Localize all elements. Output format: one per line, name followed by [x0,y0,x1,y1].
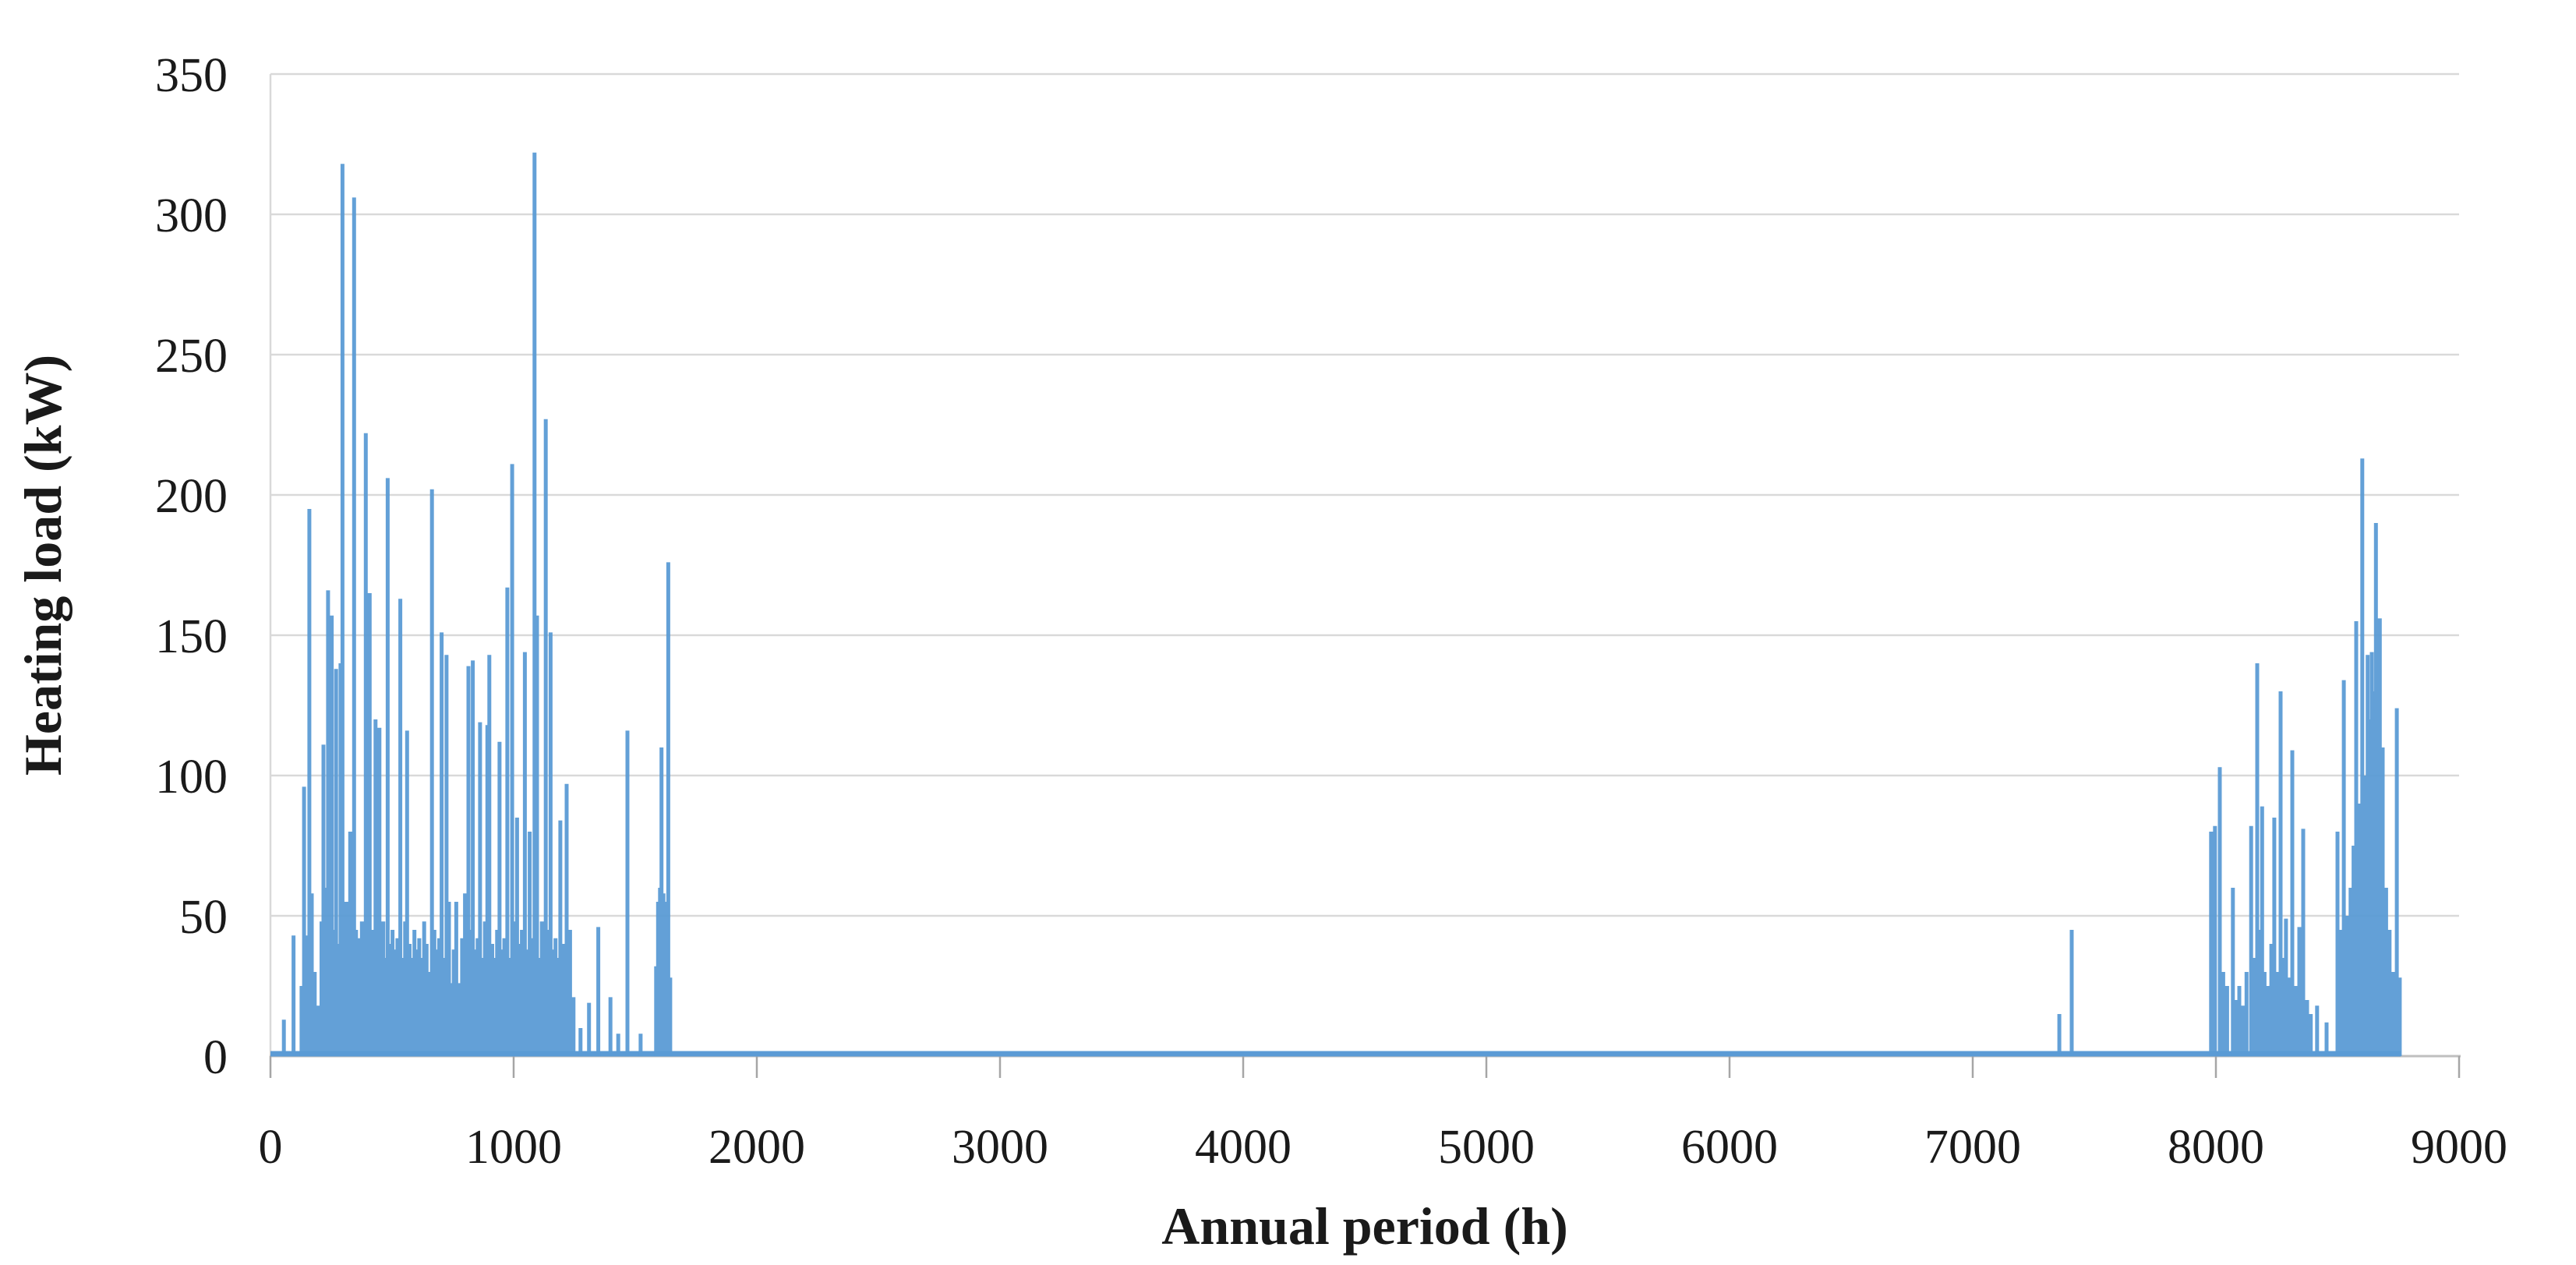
x-tick-label: 0 [259,1121,283,1174]
x-tick-label: 1000 [465,1121,562,1174]
x-tick-label: 4000 [1195,1121,1292,1174]
y-tick-label: 300 [155,189,228,242]
heating-load-series [270,152,2402,1057]
y-tick-label: 50 [179,891,228,944]
x-tick-label: 5000 [1438,1121,1535,1174]
y-tick-label: 200 [155,470,228,523]
x-tick-label: 8000 [2168,1121,2264,1174]
x-tick-label: 2000 [708,1121,805,1174]
x-tick-label: 6000 [1681,1121,1778,1174]
y-tick-label: 0 [203,1031,228,1084]
x-tick-label: 3000 [952,1121,1048,1174]
x-axis-title: Annual period (h) [1161,1196,1567,1256]
y-axis-title: Heating load (kW) [13,355,72,776]
y-tick-label: 150 [155,610,228,663]
y-tick-label: 350 [155,49,228,102]
y-tick-label: 100 [155,751,228,804]
gridlines [270,72,2459,917]
tick-labels: 0 50 100 150 200 250 300 350 0 1000 2000 3000 4000 50… [155,49,2507,1174]
x-tick-label: 9000 [2411,1121,2507,1174]
heating-load-spikes [281,152,2402,1056]
x-tick-label: 7000 [1924,1121,2021,1174]
y-tick-label: 250 [155,330,228,383]
